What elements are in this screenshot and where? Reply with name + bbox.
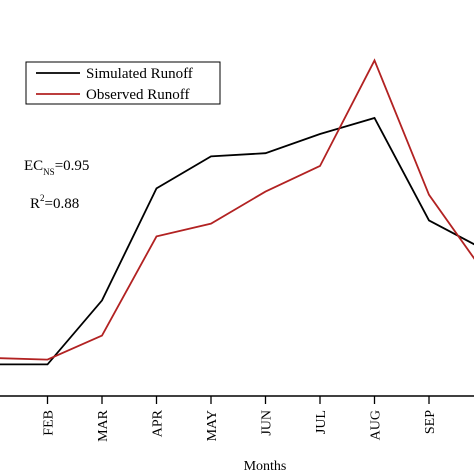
x-tick-label-aug: AUG xyxy=(369,410,384,440)
legend-label-simulated: Simulated Runoff xyxy=(86,66,193,82)
x-tick-label-apr: APR xyxy=(151,409,166,437)
x-tick-label-feb: FEB xyxy=(42,410,57,436)
x-tick-label-jun: JUN xyxy=(260,410,275,436)
series-line-observed xyxy=(0,58,474,361)
svg-text:R2=0.88: R2=0.88 xyxy=(30,193,79,212)
series-line-simulated xyxy=(0,116,474,366)
ec-value: =0.95 xyxy=(55,158,90,174)
legend-label-observed: Observed Runoff xyxy=(86,87,189,103)
legend: Simulated Runoff Observed Runoff xyxy=(25,61,221,105)
svg-text:ECNS=0.95: ECNS=0.95 xyxy=(24,158,89,177)
x-ticks: FEB MAR APR MAY JUN JUL AUG SEP xyxy=(42,396,438,442)
x-tick-label-jul: JUL xyxy=(314,410,329,434)
ec-annotation: ECNS=0.95 xyxy=(24,158,89,177)
ec-main: EC xyxy=(24,158,43,174)
legend-box xyxy=(25,61,221,105)
ec-sub: NS xyxy=(43,167,55,177)
x-tick-label-mar: MAR xyxy=(96,409,111,442)
x-tick-label-may: MAY xyxy=(205,410,220,441)
r2-sup: 2 xyxy=(40,193,45,203)
series-layer xyxy=(0,58,474,366)
r2-main: R xyxy=(30,196,40,212)
x-axis-label: Months xyxy=(244,459,287,474)
r2-annotation: R2=0.88 xyxy=(30,193,79,212)
x-tick-label-sep: SEP xyxy=(423,410,438,434)
r2-value: =0.88 xyxy=(45,196,80,212)
